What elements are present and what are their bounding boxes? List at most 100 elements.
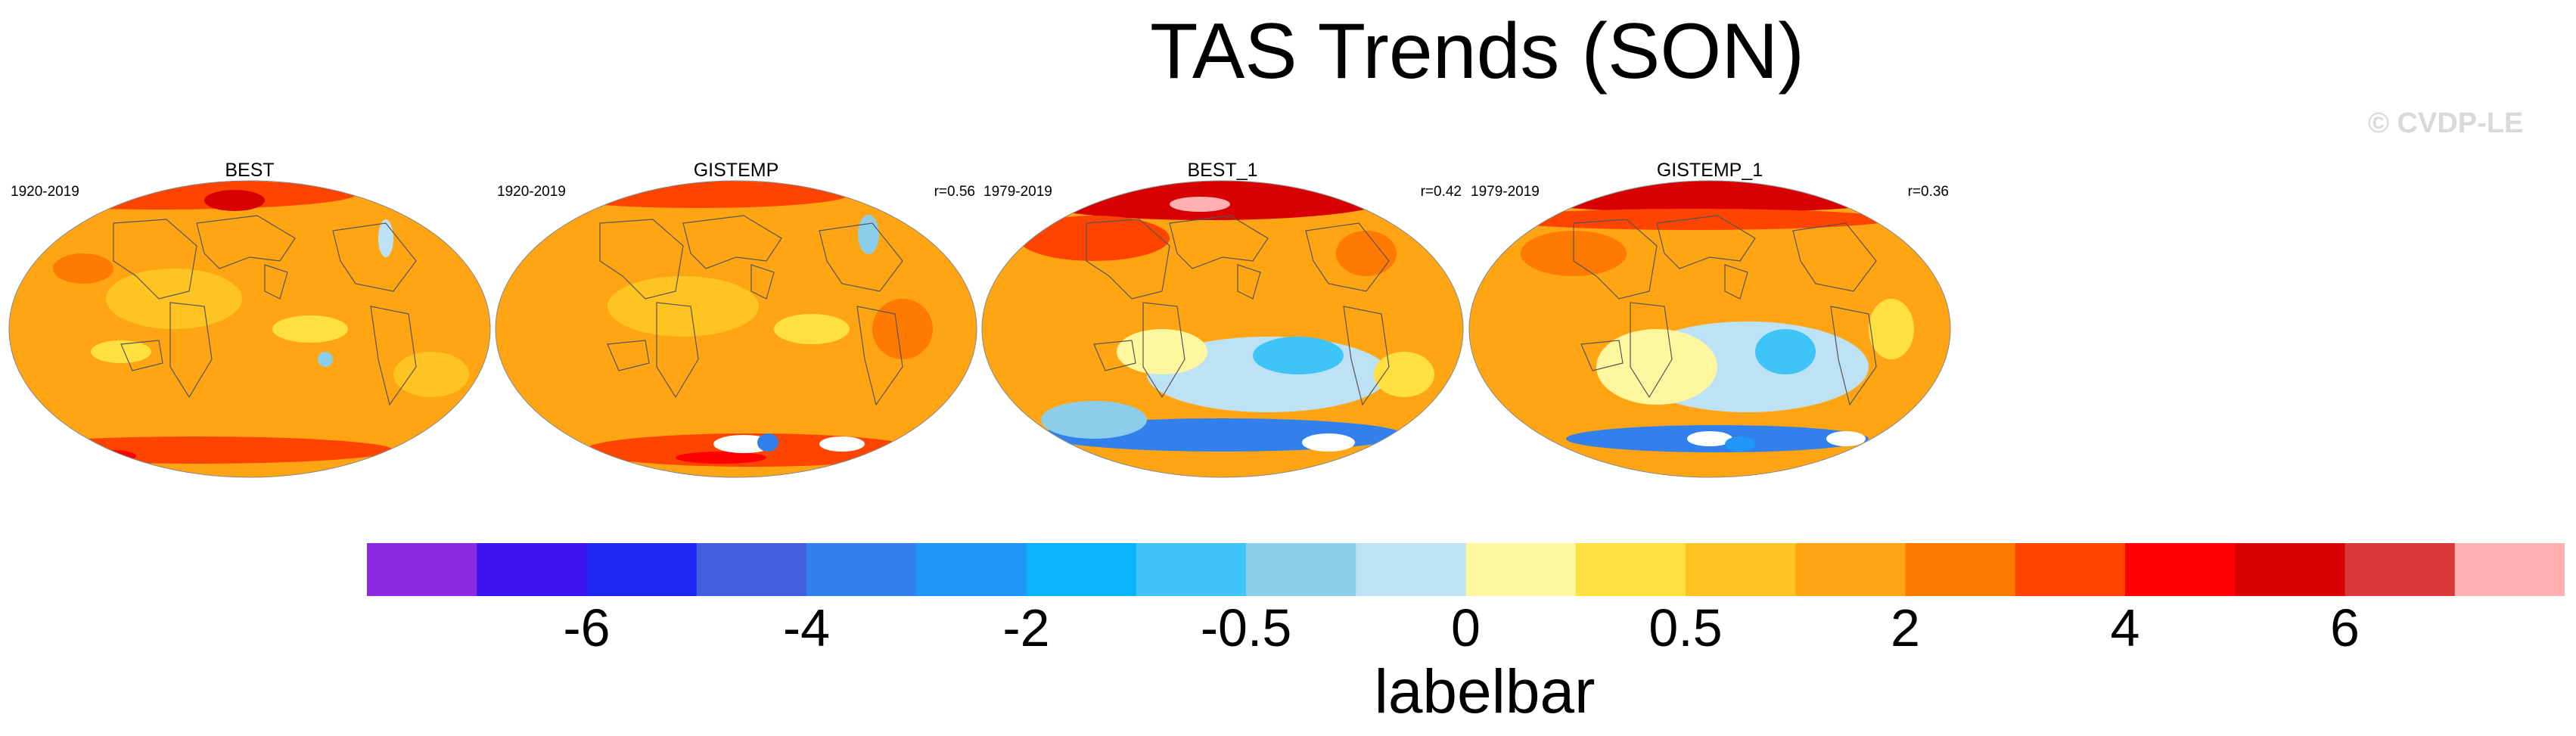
- colorbar-swatch: [916, 543, 1027, 596]
- figure-title: TAS Trends (SON): [1150, 8, 1804, 95]
- trend-field-patch: [774, 314, 850, 344]
- coastline: [1086, 219, 1170, 300]
- colorbar-swatch: [2125, 543, 2236, 596]
- coastline: [169, 302, 213, 399]
- colorbar-tick-label: -6: [563, 598, 611, 657]
- trend-field-patch: [547, 181, 850, 208]
- coastline: [750, 264, 775, 300]
- map-panel-best: BEST 1920-2019: [8, 155, 492, 480]
- colorbar-tick-label: 4: [2110, 598, 2140, 657]
- coastline: [1580, 340, 1624, 371]
- panel-title: GISTEMP_1: [1656, 160, 1763, 181]
- credit-watermark: © CVDP-LE: [2368, 107, 2524, 139]
- robinson-map: [8, 180, 491, 478]
- coastline: [819, 222, 903, 292]
- trend-field-patch: [91, 340, 151, 363]
- coastline: [1656, 215, 1756, 269]
- trend-field-patch: [106, 269, 242, 329]
- colorbar-tick-label: 0: [1451, 598, 1481, 657]
- coastline: [196, 215, 296, 269]
- trend-field-patch: [858, 215, 879, 254]
- trend-field-patch: [1869, 299, 1914, 359]
- colorbar-swatch: [1905, 543, 2016, 596]
- panel-title: BEST_1: [1187, 160, 1258, 181]
- colorbar-swatch: [2454, 543, 2565, 596]
- trend-field-patch: [318, 352, 333, 367]
- coastline: [1630, 302, 1673, 399]
- coastline: [113, 219, 197, 300]
- colorbar-swatch: [1026, 543, 1137, 596]
- coastline: [682, 215, 782, 269]
- panel-correlation: r=0.56: [934, 184, 975, 200]
- trend-field-patch: [1374, 352, 1434, 397]
- panel-correlation: r=0.36: [1907, 184, 1949, 200]
- trend-field-patch: [91, 450, 136, 462]
- colorbar-swatch: [1465, 543, 1577, 596]
- trend-field-patch: [607, 276, 759, 337]
- colorbar-swatch: [1356, 543, 1466, 596]
- coastline: [607, 340, 650, 371]
- robinson-map: [981, 180, 1464, 478]
- panel-period: 1979-2019: [983, 184, 1052, 200]
- trend-field-patch: [378, 219, 393, 257]
- trend-field-patch: [676, 452, 766, 464]
- colorbar-tick-label: 0.5: [1648, 598, 1723, 657]
- map-background-field: [9, 181, 490, 477]
- colorbar-tick-label: -4: [782, 598, 831, 657]
- coastline: [1093, 340, 1136, 371]
- colorbar-title: labelbar: [1374, 657, 1596, 726]
- coastline: [120, 340, 163, 371]
- colorbar-swatch: [2235, 543, 2345, 596]
- coastline: [1305, 222, 1390, 292]
- colorbar-swatch: [1246, 543, 1356, 596]
- trend-field-patch: [1506, 181, 1914, 213]
- trend-field-patch: [872, 299, 933, 359]
- panel-correlation: r=0.42: [1420, 184, 1462, 200]
- trend-field-patch: [1725, 436, 1755, 452]
- coastline: [1237, 264, 1261, 300]
- panel-period: 1920-2019: [497, 184, 566, 200]
- trend-field-patch: [1018, 216, 1170, 261]
- robinson-map: [495, 180, 977, 478]
- map-panel-gistemp: GISTEMP 1920-2019 r=0.56: [494, 155, 978, 480]
- trend-field-patch: [1755, 329, 1816, 374]
- panel-title: BEST: [225, 160, 275, 181]
- coastline: [370, 306, 417, 406]
- coastline: [599, 219, 684, 300]
- colorbar-swatch: [586, 543, 698, 596]
- coastline: [1573, 219, 1658, 300]
- trend-field-patch: [1596, 329, 1717, 405]
- trend-field-patch: [819, 436, 865, 452]
- trend-field-patch: [1687, 431, 1732, 446]
- trend-field-patch: [1826, 431, 1866, 446]
- colorbar-swatch: [696, 543, 807, 596]
- map-outline: [8, 180, 491, 478]
- colorbar-tick-label: 2: [1891, 598, 1920, 657]
- trend-field-patch: [9, 436, 393, 464]
- colorbar-tick-label: -2: [1002, 598, 1050, 657]
- colorbar-swatch: [1575, 543, 1686, 596]
- map-panel-gistemp-1: GISTEMP_1 1979-2019 r=0.36: [1468, 155, 1952, 480]
- colorbar-tick-label: -0.5: [1200, 598, 1292, 657]
- coastline: [332, 222, 417, 292]
- trend-field-patch: [204, 190, 265, 211]
- trend-field-patch: [1253, 337, 1344, 374]
- colorbar-swatch: [367, 543, 477, 596]
- panel-period: 1979-2019: [1471, 184, 1540, 200]
- colorbar-swatch: [477, 543, 587, 596]
- trend-field-patch: [53, 253, 113, 284]
- coastline: [1169, 215, 1269, 269]
- coastline: [856, 306, 903, 406]
- map-outline: [495, 180, 977, 478]
- coastline: [1343, 306, 1390, 406]
- colorbar-swatch: [1795, 543, 1906, 596]
- coastline: [1792, 222, 1877, 292]
- trend-field-patch: [1041, 401, 1147, 439]
- coastline: [1830, 306, 1877, 406]
- colorbar-swatch: [806, 543, 917, 596]
- coastline: [264, 264, 288, 300]
- colorbar-swatch: [2345, 543, 2456, 596]
- trend-field-patch: [393, 352, 469, 397]
- trend-field-patch: [272, 315, 348, 343]
- coastline: [1142, 302, 1185, 399]
